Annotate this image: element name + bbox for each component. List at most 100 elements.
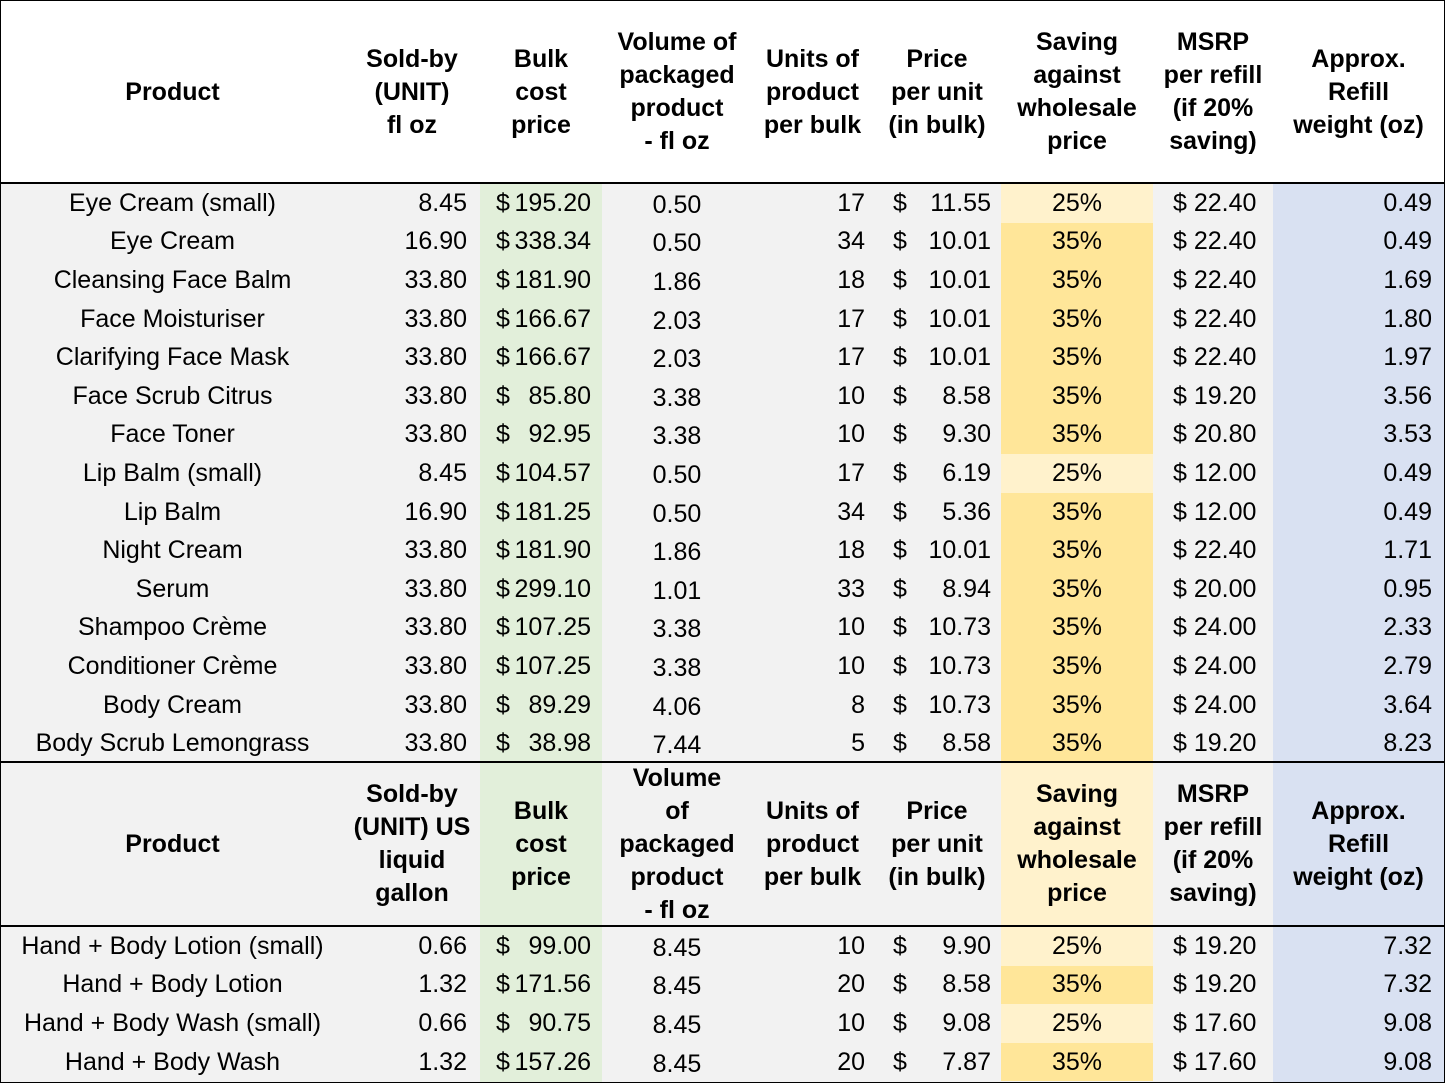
saving-cell[interactable]: 35% bbox=[1001, 493, 1153, 532]
refill-weight-cell[interactable]: 2.79 bbox=[1273, 647, 1444, 686]
saving-cell[interactable]: 35% bbox=[1001, 300, 1153, 339]
saving-cell[interactable]: 25% bbox=[1001, 927, 1153, 966]
msrp-cell[interactable]: $ 20.80 bbox=[1153, 416, 1273, 455]
units-cell[interactable]: 17 bbox=[752, 184, 873, 223]
sold-by-cell[interactable]: 33.80 bbox=[344, 570, 473, 609]
product-cell[interactable]: Body Cream bbox=[1, 686, 344, 725]
saving-cell[interactable]: 35% bbox=[1001, 1043, 1153, 1082]
volume-cell[interactable]: 0.50 bbox=[602, 184, 752, 223]
units-cell[interactable]: 34 bbox=[752, 493, 873, 532]
sold-by-cell[interactable]: 1.32 bbox=[344, 1043, 473, 1082]
saving-cell[interactable]: 25% bbox=[1001, 454, 1153, 493]
saving-cell[interactable]: 35% bbox=[1001, 647, 1153, 686]
refill-weight-cell[interactable]: 0.49 bbox=[1273, 184, 1444, 223]
sold-by-cell[interactable]: 8.45 bbox=[344, 454, 473, 493]
price-per-unit-cell[interactable]: $10.01 bbox=[873, 300, 1001, 339]
sold-by-cell[interactable]: 33.80 bbox=[344, 531, 473, 570]
volume-cell[interactable]: 0.50 bbox=[602, 454, 752, 493]
price-per-unit-cell[interactable]: $10.01 bbox=[873, 338, 1001, 377]
msrp-cell[interactable]: $ 19.20 bbox=[1153, 966, 1273, 1005]
sold-by-cell[interactable]: 8.45 bbox=[344, 184, 473, 223]
header-saving[interactable]: Saving against wholesale price bbox=[1017, 780, 1137, 907]
sold-by-cell[interactable]: 33.80 bbox=[344, 300, 473, 339]
product-cell[interactable]: Clarifying Face Mask bbox=[1, 338, 344, 377]
sold-by-cell[interactable]: 1.32 bbox=[344, 966, 473, 1005]
sold-by-cell[interactable]: 33.80 bbox=[344, 338, 473, 377]
price-per-unit-cell[interactable]: $10.01 bbox=[873, 261, 1001, 300]
units-cell[interactable]: 20 bbox=[752, 966, 873, 1005]
refill-weight-cell[interactable]: 0.95 bbox=[1273, 570, 1444, 609]
volume-cell[interactable]: 3.38 bbox=[602, 377, 752, 416]
refill-weight-cell[interactable]: 3.64 bbox=[1273, 686, 1444, 725]
saving-cell[interactable]: 35% bbox=[1001, 609, 1153, 648]
bulk-cost-cell[interactable]: $92.95 bbox=[480, 416, 602, 455]
product-cell[interactable]: Body Scrub Lemongrass bbox=[1, 724, 344, 763]
refill-weight-cell[interactable]: 1.80 bbox=[1273, 300, 1444, 339]
price-per-unit-cell[interactable]: $8.94 bbox=[873, 570, 1001, 609]
msrp-cell[interactable]: $ 19.20 bbox=[1153, 927, 1273, 966]
volume-cell[interactable]: 1.01 bbox=[602, 570, 752, 609]
volume-cell[interactable]: 2.03 bbox=[602, 300, 752, 339]
msrp-cell[interactable]: $ 22.40 bbox=[1153, 184, 1273, 223]
product-cell[interactable]: Face Toner bbox=[1, 416, 344, 455]
volume-cell[interactable]: 8.45 bbox=[602, 927, 752, 966]
refill-weight-cell[interactable]: 3.53 bbox=[1273, 416, 1444, 455]
sold-by-cell[interactable]: 0.66 bbox=[344, 1004, 473, 1043]
header-sold-by[interactable]: Sold-by (UNIT) US liquid gallon bbox=[353, 780, 471, 907]
header-product[interactable]: Product bbox=[125, 829, 220, 858]
product-cell[interactable]: Shampoo Crème bbox=[1, 609, 344, 648]
product-cell[interactable]: Cleansing Face Balm bbox=[1, 261, 344, 300]
msrp-cell[interactable]: $ 12.00 bbox=[1153, 493, 1273, 532]
product-cell[interactable]: Hand + Body Wash bbox=[1, 1043, 344, 1082]
product-cell[interactable]: Eye Cream bbox=[1, 223, 344, 262]
units-cell[interactable]: 10 bbox=[752, 647, 873, 686]
product-cell[interactable]: Hand + Body Lotion bbox=[1, 966, 344, 1005]
volume-cell[interactable]: 8.45 bbox=[602, 1004, 752, 1043]
product-cell[interactable]: Serum bbox=[1, 570, 344, 609]
price-per-unit-cell[interactable]: $6.19 bbox=[873, 454, 1001, 493]
units-cell[interactable]: 18 bbox=[752, 531, 873, 570]
price-per-unit-cell[interactable]: $9.08 bbox=[873, 1004, 1001, 1043]
header-msrp[interactable]: MSRP per refill (if 20% saving) bbox=[1163, 28, 1263, 155]
bulk-cost-cell[interactable]: $107.25 bbox=[480, 647, 602, 686]
volume-cell[interactable]: 4.06 bbox=[602, 686, 752, 725]
price-per-unit-cell[interactable]: $8.58 bbox=[873, 724, 1001, 763]
refill-weight-cell[interactable]: 1.69 bbox=[1273, 261, 1444, 300]
volume-cell[interactable]: 3.38 bbox=[602, 609, 752, 648]
header-price-per-unit[interactable]: Price per unit (in bulk) bbox=[888, 44, 986, 139]
units-cell[interactable]: 17 bbox=[752, 300, 873, 339]
units-cell[interactable]: 10 bbox=[752, 416, 873, 455]
refill-weight-cell[interactable]: 9.08 bbox=[1273, 1043, 1444, 1082]
sold-by-cell[interactable]: 33.80 bbox=[344, 724, 473, 763]
saving-cell[interactable]: 35% bbox=[1001, 223, 1153, 262]
price-per-unit-cell[interactable]: $10.73 bbox=[873, 609, 1001, 648]
price-per-unit-cell[interactable]: $10.01 bbox=[873, 531, 1001, 570]
msrp-cell[interactable]: $ 17.60 bbox=[1153, 1043, 1273, 1082]
units-cell[interactable]: 10 bbox=[752, 927, 873, 966]
bulk-cost-cell[interactable]: $38.98 bbox=[480, 724, 602, 763]
refill-weight-cell[interactable]: 9.08 bbox=[1273, 1004, 1444, 1043]
units-cell[interactable]: 17 bbox=[752, 338, 873, 377]
refill-weight-cell[interactable]: 3.56 bbox=[1273, 377, 1444, 416]
header-units[interactable]: Units of product per bulk bbox=[763, 44, 862, 139]
units-cell[interactable]: 34 bbox=[752, 223, 873, 262]
msrp-cell[interactable]: $ 22.40 bbox=[1153, 531, 1273, 570]
msrp-cell[interactable]: $ 24.00 bbox=[1153, 686, 1273, 725]
price-per-unit-cell[interactable]: $10.73 bbox=[873, 686, 1001, 725]
sold-by-cell[interactable]: 33.80 bbox=[344, 686, 473, 725]
bulk-cost-cell[interactable]: $181.90 bbox=[480, 261, 602, 300]
saving-cell[interactable]: 35% bbox=[1001, 261, 1153, 300]
refill-weight-cell[interactable]: 1.97 bbox=[1273, 338, 1444, 377]
msrp-cell[interactable]: $ 20.00 bbox=[1153, 570, 1273, 609]
sold-by-cell[interactable]: 33.80 bbox=[344, 609, 473, 648]
saving-cell[interactable]: 35% bbox=[1001, 531, 1153, 570]
msrp-cell[interactable]: $ 19.20 bbox=[1153, 724, 1273, 763]
sold-by-cell[interactable]: 33.80 bbox=[344, 647, 473, 686]
units-cell[interactable]: 5 bbox=[752, 724, 873, 763]
header-volume[interactable]: Volume of packaged product - fl oz bbox=[619, 763, 735, 924]
refill-weight-cell[interactable]: 7.32 bbox=[1273, 966, 1444, 1005]
volume-cell[interactable]: 3.38 bbox=[602, 647, 752, 686]
product-cell[interactable]: Lip Balm (small) bbox=[1, 454, 344, 493]
header-refill-weight[interactable]: Approx. Refill weight (oz) bbox=[1293, 44, 1424, 139]
saving-cell[interactable]: 35% bbox=[1001, 686, 1153, 725]
